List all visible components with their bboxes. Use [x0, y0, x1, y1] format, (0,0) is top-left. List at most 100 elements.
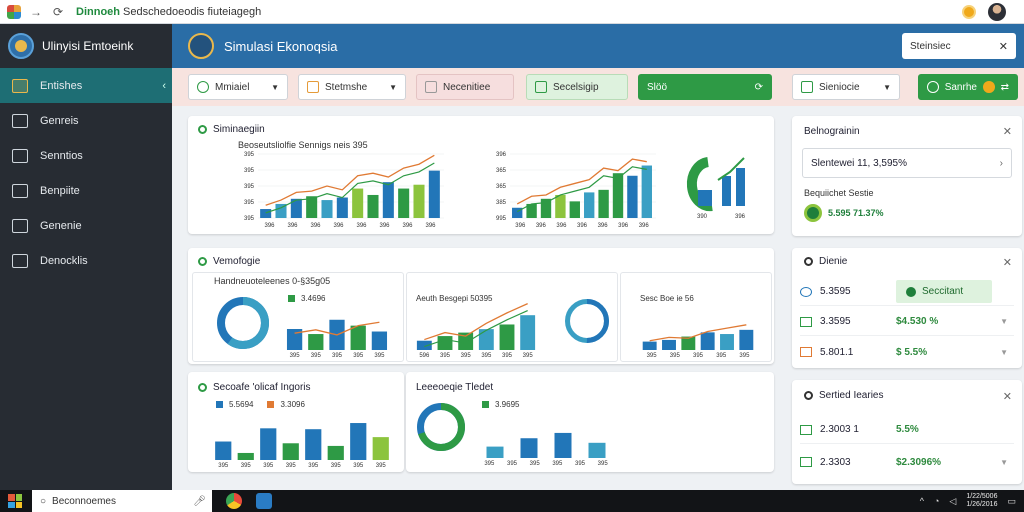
donut-chart [217, 297, 269, 349]
clock[interactable]: 1/22/5006 1/26/2016 [966, 493, 997, 509]
chevron-down-icon: ▼ [1000, 317, 1008, 326]
x-tick-label: 396 [379, 223, 390, 229]
row-value: 3.3595 [820, 316, 851, 327]
x-tick-label: 395 [376, 463, 387, 469]
chart-icon [800, 424, 812, 435]
row-change: $4.530 % [896, 316, 939, 327]
clock-date: 1/26/2016 [966, 501, 998, 508]
close-icon[interactable]: ✕ [1002, 257, 1012, 269]
chart-line [424, 310, 528, 348]
toolbar-select-2[interactable]: Stetmshe ▼ [298, 74, 406, 100]
series-panel: Sertied Iearies ✕ 2.3003 1 5.5% 2.3303 $2.… [792, 380, 1022, 484]
clear-search-icon[interactable]: ✕ [998, 40, 1008, 53]
monitor-icon [12, 113, 28, 128]
chart-bar [282, 443, 299, 460]
close-icon[interactable]: ✕ [1002, 126, 1012, 138]
settings-icon [12, 253, 28, 268]
list-item[interactable]: 5.801.1 $ 5.5% ▼ [800, 338, 1014, 366]
chart-bar [371, 331, 388, 350]
metric-value: Slentewei 11, 3,595% [811, 157, 907, 169]
x-tick-label: 396 [556, 223, 567, 229]
sidebar-title: Ulinyisi Emtoeink [42, 39, 134, 53]
chart-bar [260, 209, 272, 218]
toolbar-label: Sanrhe [944, 81, 977, 93]
x-tick-label: 396 [598, 223, 609, 229]
legend-label: 3.3096 [280, 400, 305, 409]
volume-icon[interactable]: ◁ [949, 495, 957, 506]
toolbar-select-1[interactable]: Mmiaiel ▼ [188, 74, 288, 100]
sidebar-item-genenie[interactable]: Genenie [0, 208, 172, 243]
x-tick-label: 395 [552, 461, 563, 467]
search-input[interactable]: Steinsiec ✕ [902, 33, 1016, 59]
legend-label: 3.4696 [301, 294, 326, 303]
chart-bar [367, 194, 379, 218]
sidebar-item-label: Benpiite [40, 184, 80, 197]
chevron-left-icon: ‹ [162, 79, 166, 92]
metric-result-text: 5.595 71.37% [828, 208, 884, 218]
wifi-icon[interactable]: ◔ [933, 496, 940, 506]
chart-bar [458, 332, 474, 350]
taskbar-search-input[interactable]: ○ Beconnoemes 🎤︎ [32, 490, 212, 512]
toolbar-select-6[interactable]: Sieniocie ▼ [792, 74, 900, 100]
distribution-card: Vemofogie Handneuoteleenes 0-§35g05 3.46… [188, 248, 774, 364]
browser-app-icon[interactable] [6, 4, 22, 20]
close-icon[interactable]: ✕ [1002, 391, 1012, 403]
toolbar-button-4[interactable]: Secelsigip [526, 74, 628, 100]
chevron-right-icon: › [999, 157, 1003, 169]
x-tick-label: 395 [670, 353, 681, 359]
x-tick-label: 395 [311, 353, 322, 359]
address-bar[interactable]: Dinnoeh Sedschedoeodis fiuteiagegh [76, 6, 261, 18]
card-title-text: Vemofogie [213, 256, 261, 267]
reload-icon[interactable]: ⟳ [52, 4, 64, 19]
x-tick-label: 395 [716, 353, 727, 359]
forward-arrow-icon[interactable]: → [30, 4, 42, 19]
toolbar-button-7[interactable]: Sanrhe ⇄ [918, 74, 1018, 100]
x-tick-label: 395 [575, 461, 586, 467]
x-tick-label: 395 [484, 461, 495, 467]
sidebar: Ulinyisi Emtoeink Entishes ‹ Genreis Senn… [0, 24, 172, 490]
list-item[interactable]: 2.3003 1 5.5% [800, 416, 1014, 444]
sidebar-item-entishes[interactable]: Entishes ‹ [0, 68, 172, 103]
x-tick-label: 396 [536, 223, 547, 229]
list-item[interactable]: 2.3303 $2.3096% ▼ [800, 448, 1014, 476]
url-path: Sedschedoeodis fiuteiagegh [120, 5, 262, 18]
microphone-icon[interactable]: 🎤︎ [193, 495, 206, 507]
start-menu-icon[interactable] [8, 494, 22, 508]
list-item[interactable]: 5.3595 Seccitant [800, 278, 1014, 306]
legend: 3.9695 [482, 400, 519, 409]
chart-bar [290, 198, 302, 218]
sidebar-item-benpiite[interactable]: Benpiite [0, 173, 172, 208]
y-tick-label: 365 [496, 168, 507, 174]
app-icon[interactable] [256, 493, 272, 509]
chart-bar [350, 325, 366, 350]
x-tick-label: 395 [332, 353, 343, 359]
chart-bar [327, 445, 344, 460]
chart-bar [698, 190, 712, 206]
x-tick-label: 395 [263, 463, 274, 469]
sidebar-item-genreis[interactable]: Genreis [0, 103, 172, 138]
browser-bar: → ⟳ Dinnoeh Sedschedoeodis fiuteiagegh [0, 0, 1024, 24]
x-tick-label: 396 [402, 223, 413, 229]
toolbar-button-3[interactable]: Necenitiee [416, 74, 514, 100]
toolbar-button-5[interactable]: Slöö ⟳ [638, 74, 772, 100]
chevron-up-icon[interactable]: ^ [919, 496, 924, 506]
x-tick-label: 396 [515, 223, 526, 229]
extension-icon[interactable] [962, 4, 976, 19]
chart-line [649, 324, 747, 342]
chart-bar [681, 336, 696, 350]
list-item[interactable]: 3.3595 $4.530 % ▼ [800, 308, 1014, 336]
notification-icon[interactable]: ▭ [1007, 495, 1016, 506]
chrome-icon[interactable] [226, 493, 242, 509]
taskbar: ○ Beconnoemes 🎤︎ ^ ◔ ◁ 1/22/5006 1/26/2016 … [0, 490, 1024, 512]
metric-field[interactable]: Slentewei 11, 3,595% › [802, 148, 1012, 178]
sidebar-item-senntios[interactable]: Senntios [0, 138, 172, 173]
x-tick-label: 396 [287, 223, 298, 229]
row-value: 5.3595 [820, 286, 851, 297]
chart-bar [720, 334, 734, 350]
toolbar-label: Secelsigip [553, 81, 599, 93]
brand-logo-icon [8, 33, 34, 59]
y-tick-label: 395 [244, 152, 255, 158]
profile-avatar[interactable] [988, 2, 1006, 21]
sidebar-item-denocklis[interactable]: Denocklis [0, 243, 172, 278]
x-tick-label: 396 [618, 223, 629, 229]
